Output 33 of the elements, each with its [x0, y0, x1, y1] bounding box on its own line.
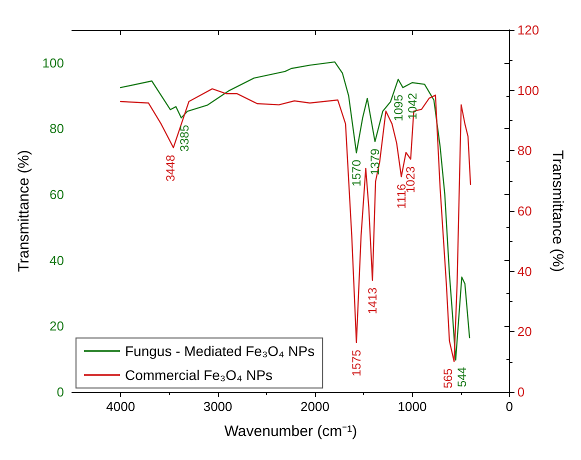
annotation: 1575: [349, 349, 364, 376]
y-axis-title: Transmittance (%): [15, 150, 32, 272]
y2-tick-label: 0: [517, 384, 525, 400]
legend-label: Fungus - Mediated Fe₃O₄ NPs: [125, 343, 315, 359]
x-axis-title: Wavenumber (cm⁻¹): [224, 423, 358, 440]
y-tick-label: 100: [42, 55, 64, 70]
annotation: 3385: [177, 124, 192, 152]
annotation: 1379: [368, 148, 382, 176]
y-tick-label: 0: [56, 384, 64, 400]
annotation: 1413: [365, 287, 380, 314]
y2-tick-label: 120: [517, 22, 540, 38]
y2-tick-label: 60: [517, 204, 532, 218]
y-tick-label: 40: [50, 252, 64, 268]
y-tick-label: 20: [50, 318, 64, 334]
y2-tick-label: 40: [517, 264, 532, 279]
annotation: 3448: [163, 154, 178, 182]
y2-axis-title: Transmittance (%): [549, 150, 566, 272]
annotation: 1570: [349, 159, 364, 186]
y2-tick-label: 100: [517, 82, 540, 98]
y-tick-label: 60: [50, 187, 64, 202]
y2-tick-label: 20: [517, 324, 532, 340]
x-tick-label: 3000: [203, 399, 232, 414]
annotation: 1042: [406, 92, 420, 120]
legend-label: Commercial Fe₃O₄ NPs: [125, 367, 273, 383]
annotation: 544: [454, 366, 469, 388]
x-tick-label: 4000: [106, 399, 136, 414]
x-tick-label: 2000: [300, 399, 330, 414]
y-tick-label: 80: [50, 121, 64, 136]
annotation: 1095: [392, 94, 406, 122]
annotation: 565: [440, 368, 455, 388]
x-tick-label: 1000: [398, 399, 427, 414]
y2-tick-label: 80: [517, 143, 532, 158]
x-tick-label: 0: [506, 399, 514, 414]
